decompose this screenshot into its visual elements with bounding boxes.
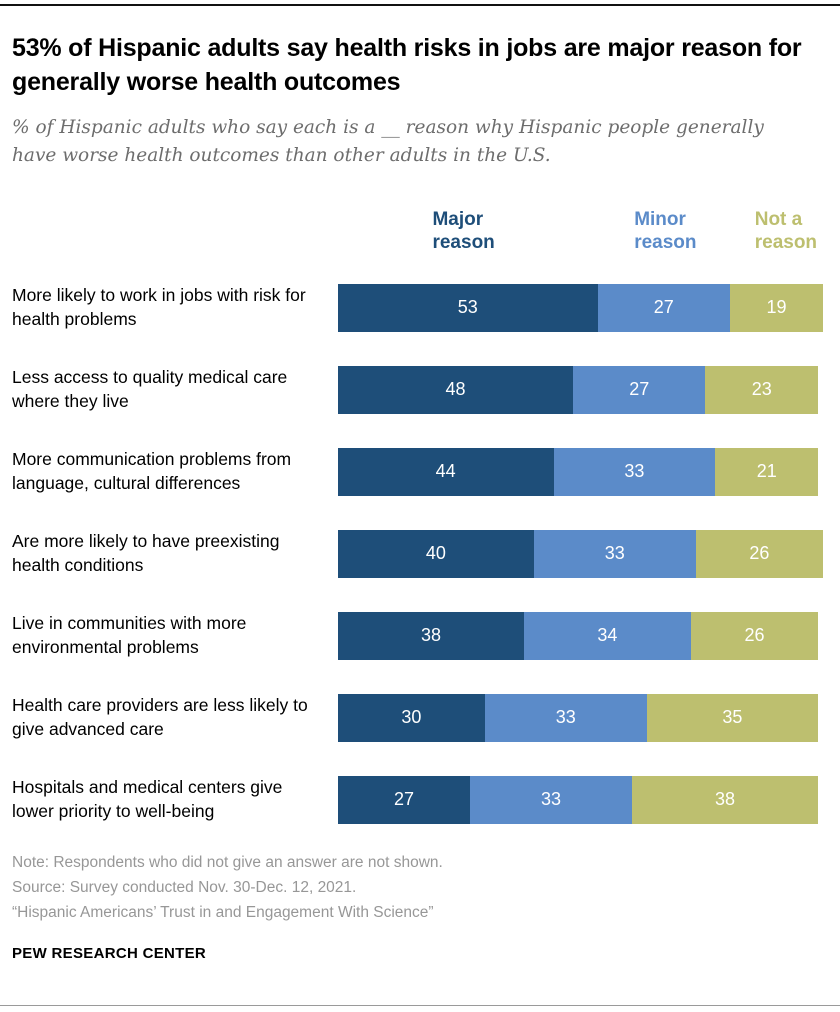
bar-value: 38	[715, 789, 736, 809]
bar-track: 30 33 35	[337, 693, 828, 742]
category-label: Live in communities with more environmen…	[12, 613, 247, 657]
chart-title: 53% of Hispanic adults say health risks …	[12, 34, 802, 96]
citation-line: “Hispanic Americans’ Trust in and Engage…	[12, 903, 434, 921]
chart-row: More communication problems from languag…	[12, 447, 828, 496]
bar-segment-major: 30	[337, 693, 485, 742]
bar-segment-not: 26	[695, 529, 824, 578]
bar-segment-major: 40	[337, 529, 534, 578]
bar-value: 40	[425, 543, 446, 563]
source-line: Source: Survey conducted Nov. 30-Dec. 12…	[12, 878, 357, 896]
bar-segment-minor: 27	[573, 365, 706, 414]
category-label: Less access to quality medical care wher…	[12, 367, 288, 411]
chart-row: Hospitals and medical centers give lower…	[12, 775, 828, 824]
bar-segment-major: 38	[337, 611, 525, 660]
chart-legend: Major reason Minor reason Not a reason	[339, 208, 831, 258]
bar-segment-major: 48	[337, 365, 574, 414]
chart-row: Less access to quality medical care wher…	[12, 365, 828, 414]
bar-value: 23	[751, 379, 772, 399]
category-label: Hospitals and medical centers give lower…	[12, 777, 283, 821]
bar-segment-minor: 33	[470, 775, 632, 824]
bar-segment-major: 53	[337, 283, 598, 332]
chart-row: Are more likely to have preexisting heal…	[12, 529, 828, 578]
bar-segment-major: 44	[337, 447, 554, 496]
bar-value: 27	[653, 297, 674, 317]
bar-track: 27 33 38	[337, 775, 828, 824]
legend-item-major-reason: Major reason	[432, 208, 495, 254]
bar-segment-not: 35	[646, 693, 819, 742]
bar-value: 53	[457, 297, 478, 317]
bar-value: 48	[445, 379, 466, 399]
chart-subtitle: % of Hispanic adults who say each is a _…	[12, 117, 764, 166]
pew-research-center-logo: PEW RESEARCH CENTER	[12, 944, 207, 962]
bottom-divider	[0, 1005, 840, 1006]
bar-segment-minor: 33	[553, 447, 716, 496]
category-label: Are more likely to have preexisting heal…	[12, 531, 280, 575]
bar-track: 53 27 19	[337, 283, 828, 332]
bar-value: 33	[624, 461, 645, 481]
bar-value: 34	[597, 625, 618, 645]
bar-value: 33	[541, 789, 562, 809]
legend-item-minor-reason: Minor reason	[634, 208, 697, 254]
chart-footnotes: Note: Respondents who did not give an an…	[12, 850, 828, 925]
bar-segment-not: 19	[729, 283, 824, 332]
note-line: Note: Respondents who did not give an an…	[12, 853, 443, 871]
bar-value: 21	[756, 461, 777, 481]
top-divider	[0, 4, 840, 6]
stacked-bar-chart: Major reason Minor reason Not a reason M…	[12, 208, 828, 824]
bar-track: 44 33 21	[337, 447, 828, 496]
bar-value: 27	[394, 789, 415, 809]
category-label: Health care providers are less likely to…	[12, 695, 308, 739]
bar-segment-minor: 33	[533, 529, 696, 578]
category-label: More likely to work in jobs with risk fo…	[12, 285, 306, 329]
bar-value: 33	[604, 543, 625, 563]
bar-segment-not: 38	[631, 775, 819, 824]
bar-value: 26	[749, 543, 770, 563]
bar-segment-not: 21	[715, 447, 819, 496]
bar-segment-minor: 27	[597, 283, 730, 332]
bar-track: 40 33 26	[337, 529, 828, 578]
legend-item-not-a-reason: Not a reason	[754, 208, 818, 254]
bar-value: 35	[722, 707, 743, 727]
category-label: More communication problems from languag…	[12, 449, 292, 493]
bar-segment-minor: 33	[484, 693, 647, 742]
bar-value: 26	[744, 625, 765, 645]
bar-value: 27	[629, 379, 650, 399]
bar-value: 33	[555, 707, 576, 727]
bar-segment-not: 26	[690, 611, 819, 660]
bar-segment-major: 27	[337, 775, 471, 824]
bar-value: 30	[401, 707, 422, 727]
bar-segment-not: 23	[705, 365, 819, 414]
chart-row: Live in communities with more environmen…	[12, 611, 828, 660]
bar-value: 19	[766, 297, 787, 317]
bar-segment-minor: 34	[524, 611, 691, 660]
chart-rows: More likely to work in jobs with risk fo…	[12, 283, 828, 824]
bar-value: 44	[435, 461, 456, 481]
bar-value: 38	[420, 625, 441, 645]
chart-row: More likely to work in jobs with risk fo…	[12, 283, 828, 332]
bar-track: 38 34 26	[337, 611, 828, 660]
chart-row: Health care providers are less likely to…	[12, 693, 828, 742]
bar-track: 48 27 23	[337, 365, 828, 414]
